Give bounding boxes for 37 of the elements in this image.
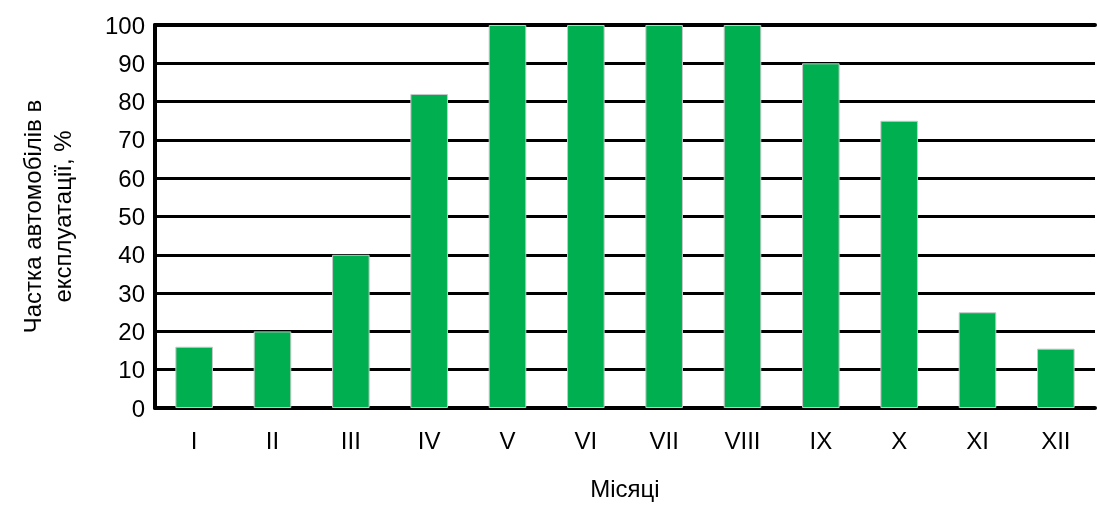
y-tick-label: 20	[118, 317, 145, 345]
bar	[175, 346, 213, 408]
x-tick-label: VII	[649, 426, 679, 454]
x-tick-label: VIII	[724, 426, 761, 454]
x-tick-label: I	[190, 426, 198, 454]
y-tick-label: 90	[118, 49, 145, 77]
bar	[880, 120, 918, 408]
y-tick-label: 0	[131, 394, 145, 422]
y-tick-label: 10	[118, 356, 145, 384]
x-tick-label: V	[499, 426, 516, 454]
bar	[332, 254, 370, 408]
y-tick-label: 30	[118, 279, 145, 307]
x-tick-label: X	[891, 426, 908, 454]
bar	[723, 25, 762, 408]
bar	[645, 25, 683, 408]
y-tick-label: 60	[118, 164, 145, 192]
bar	[488, 25, 527, 408]
x-tick-label: II	[265, 426, 280, 454]
y-axis-title: Частка автомобілів в експлуатації, %	[18, 99, 76, 334]
y-tick-label: 40	[118, 241, 145, 269]
x-tick-label: XI	[966, 426, 989, 454]
bar	[958, 312, 997, 408]
bar	[802, 63, 840, 408]
bar	[1037, 348, 1075, 408]
bar	[410, 93, 448, 408]
x-axis-title: Місяці	[590, 474, 660, 502]
y-tick-label: 100	[104, 11, 145, 39]
y-tick-label: 70	[118, 126, 145, 154]
y-tick-label: 50	[118, 203, 145, 230]
x-tick-label: XII	[1041, 426, 1071, 454]
x-tick-label: III	[340, 426, 361, 454]
x-tick-label: IX	[809, 426, 833, 454]
x-tick-label: IV	[417, 426, 441, 454]
x-tick-label: VI	[574, 426, 598, 454]
bar	[567, 25, 605, 408]
y-tick-label: 80	[118, 88, 145, 116]
bar	[253, 331, 292, 408]
